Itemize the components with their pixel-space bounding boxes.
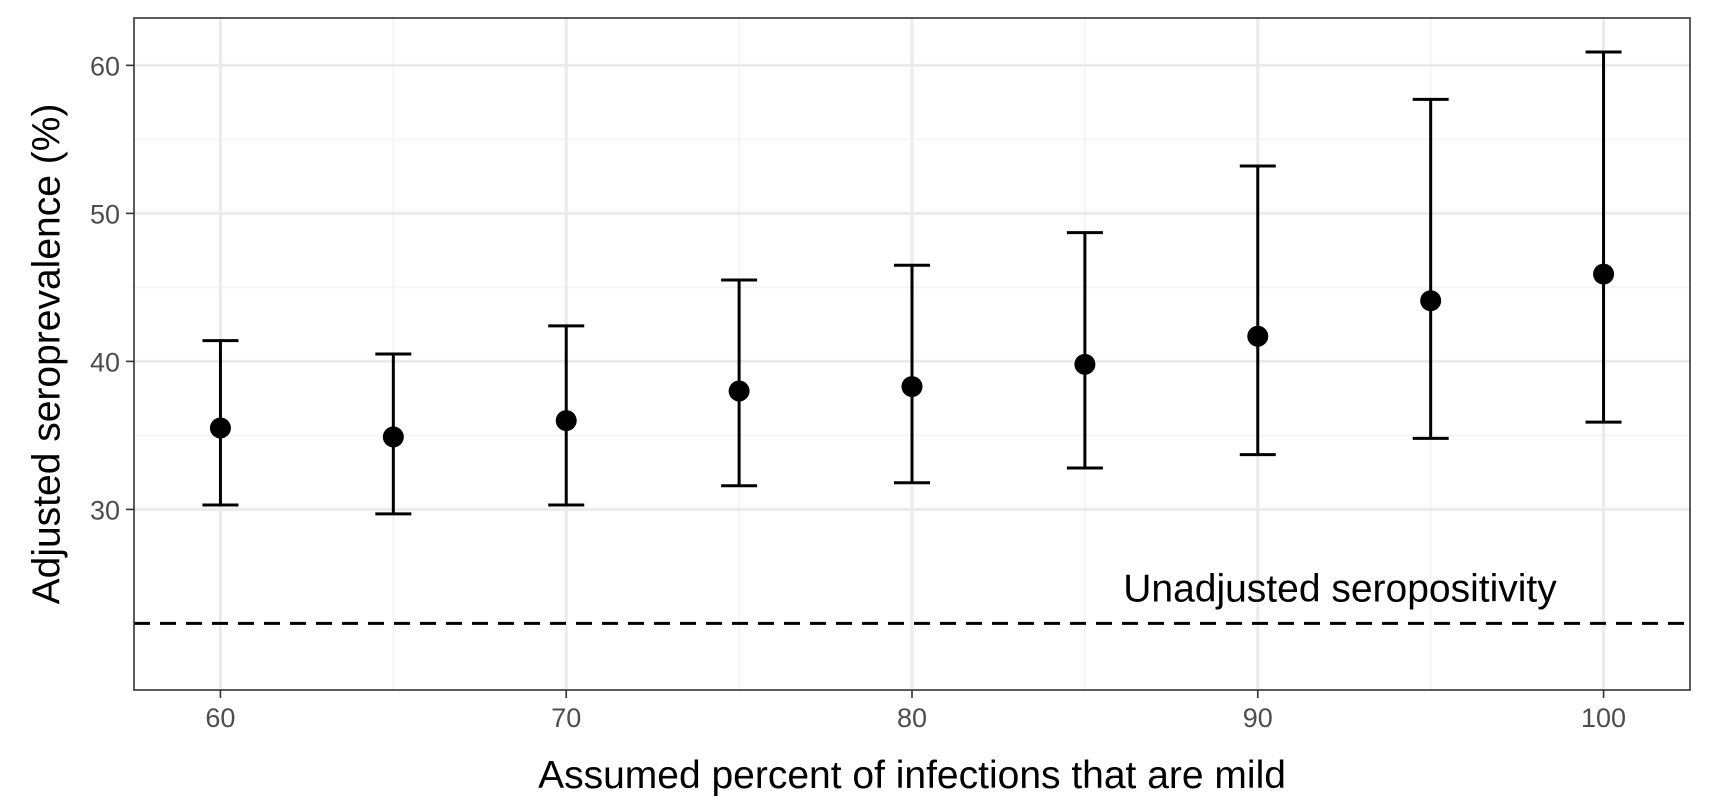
x-tick-label: 80	[897, 703, 927, 733]
x-tick-label: 70	[551, 703, 581, 733]
reference-line-label: Unadjusted seropositivity	[1123, 567, 1557, 610]
x-axis-title: Assumed percent of infections that are m…	[538, 754, 1286, 797]
data-point	[1074, 353, 1096, 375]
y-tick-label: 60	[90, 51, 120, 81]
data-point	[901, 376, 923, 398]
x-tick-label: 90	[1243, 703, 1273, 733]
x-tick-label: 100	[1581, 703, 1626, 733]
data-point	[1247, 325, 1269, 347]
data-point	[1593, 263, 1615, 285]
data-point	[555, 410, 577, 432]
y-axis-ticks: 30 40 50 60	[90, 51, 134, 525]
y-tick-label: 40	[90, 347, 120, 377]
data-point	[382, 426, 404, 448]
y-tick-label: 30	[90, 495, 120, 525]
y-axis-title: Adjusted seroprevalence (%)	[26, 104, 69, 605]
data-points	[209, 263, 1615, 448]
y-tick-label: 50	[90, 199, 120, 229]
x-tick-label: 60	[205, 703, 235, 733]
data-point	[728, 380, 750, 402]
data-point	[209, 417, 231, 439]
x-axis-ticks: 60 70 80 90 100	[205, 690, 1626, 733]
data-point	[1420, 290, 1442, 312]
